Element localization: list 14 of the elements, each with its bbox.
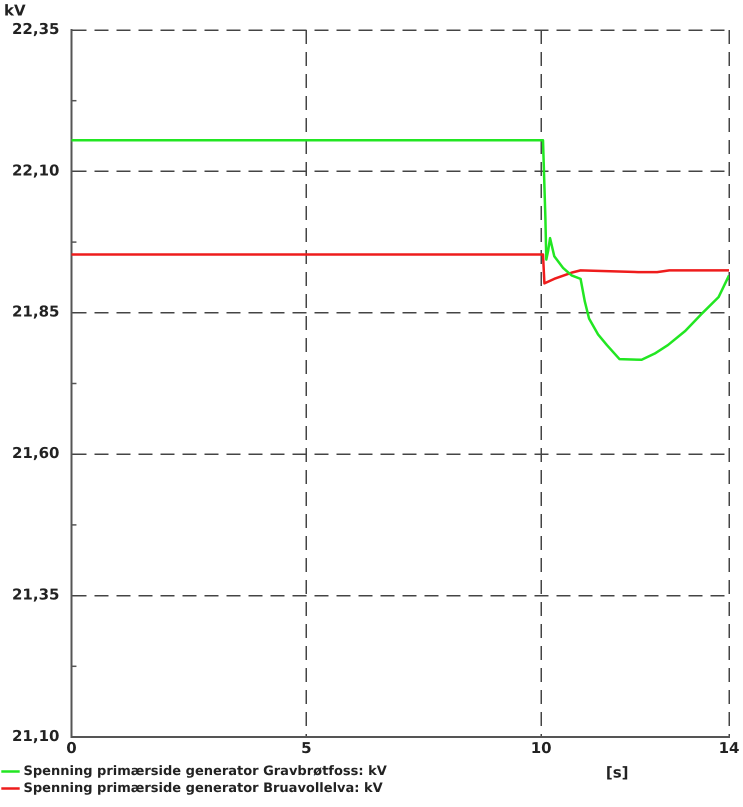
y-tick-label: 21,85 — [12, 302, 60, 321]
y-tick-label: 21,35 — [12, 585, 60, 604]
legend-label: Spenning primærside generator Bruavollelva: kV — [24, 780, 383, 796]
x-tick-label: 0 — [66, 738, 77, 757]
x-axis-title: [s] — [606, 763, 629, 782]
y-axis-title: kV — [4, 1, 26, 20]
x-tick-label: 10 — [530, 738, 552, 757]
y-tick-label: 22,10 — [12, 161, 60, 180]
y-tick-label: 22,35 — [12, 20, 60, 38]
y-tick-label: 21,60 — [12, 444, 60, 462]
y-tick-label: 21,10 — [12, 726, 60, 745]
x-tick-label: 5 — [301, 738, 312, 757]
legend-label: Spenning primærside generator Gravbrøtfoss: kV — [24, 764, 387, 779]
x-tick-label: 14 — [718, 738, 740, 757]
